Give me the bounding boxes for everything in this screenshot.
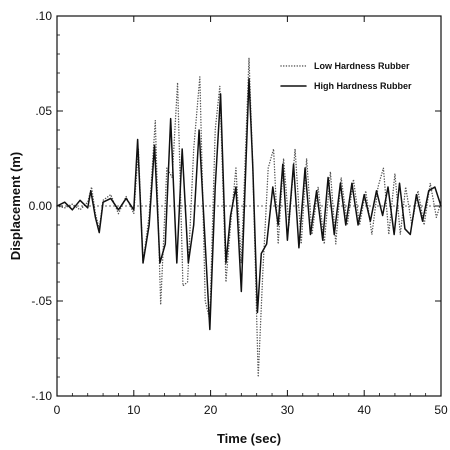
y-tick-label: 0.00: [29, 199, 53, 213]
legend: Low Hardness Rubber High Hardness Rubber: [280, 61, 412, 91]
x-tick-label: 40: [358, 403, 372, 417]
y-tick-label: .10: [35, 9, 52, 23]
legend-label: High Hardness Rubber: [314, 81, 412, 91]
y-tick-label: .05: [35, 104, 52, 118]
x-tick-label: 30: [281, 403, 295, 417]
x-tick-label: 10: [127, 403, 141, 417]
axis-layer: 0 10 20 30 40 50 .10 .05 0.00 -.05 -.10: [29, 9, 448, 417]
y-axis-title: Displacement (m): [8, 152, 23, 260]
x-tick-label: 20: [204, 403, 218, 417]
series-line-high-hardness: [56, 77, 442, 331]
y-tick-label: -.10: [31, 389, 52, 403]
series-layer: [56, 57, 442, 378]
legend-label: Low Hardness Rubber: [314, 61, 410, 71]
y-tick-label: -.05: [31, 294, 52, 308]
series-line-low-hardness: [56, 57, 442, 378]
x-tick-label: 50: [434, 403, 448, 417]
x-axis-title: Time (sec): [217, 431, 281, 446]
x-tick-label: 0: [54, 403, 61, 417]
